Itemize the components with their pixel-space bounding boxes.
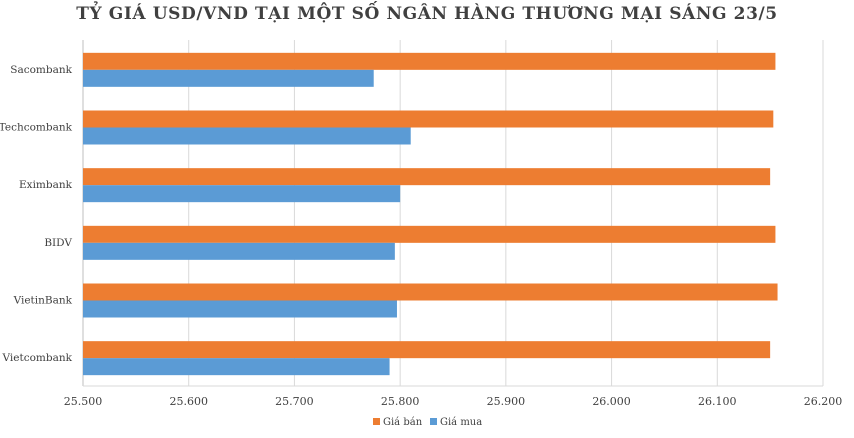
- y-category-label: VietinBank: [13, 295, 73, 307]
- x-tick-label: 25.500: [64, 395, 103, 408]
- y-category-label: Sacombank: [10, 64, 72, 76]
- bar: [83, 341, 771, 359]
- y-category-label: BIDV: [44, 237, 72, 249]
- bar: [83, 242, 395, 260]
- x-tick-label: 25.900: [487, 395, 526, 408]
- y-category-label: Techcombank: [0, 122, 73, 134]
- x-tick-label: 25.700: [275, 395, 314, 408]
- axes: 25.500 25.600 25.700 25.800 25.900 26.000 26.1…: [0, 64, 842, 408]
- bar: [83, 185, 401, 203]
- legend-swatch: [430, 418, 437, 425]
- bar: [83, 358, 390, 376]
- bar: [83, 127, 411, 145]
- bar: [83, 110, 774, 128]
- legend-label: Giá mua: [440, 417, 482, 428]
- x-tick-label: 26.200: [804, 395, 843, 408]
- x-tick-label: 25.800: [381, 395, 420, 408]
- grid-lines: [82, 40, 824, 386]
- bar: [83, 168, 771, 186]
- bar: [83, 69, 374, 87]
- bar: [83, 225, 776, 243]
- bar: [83, 300, 397, 318]
- bars: [83, 52, 778, 376]
- y-category-label: Eximbank: [19, 179, 73, 191]
- bar: [83, 52, 776, 70]
- legend: Giá bán Giá mua: [373, 417, 482, 428]
- legend-swatch: [373, 418, 380, 425]
- x-tick-label: 26.000: [592, 395, 631, 408]
- x-tick-label: 25.600: [169, 395, 208, 408]
- y-category-label: Vietcombank: [2, 352, 73, 364]
- bar: [83, 283, 778, 301]
- x-tick-label: 26.100: [698, 395, 737, 408]
- legend-label: Giá bán: [383, 417, 423, 428]
- chart-title: TỶ GIÁ USD/VND TẠI MỘT SỐ NGÂN HÀNG THƯƠ…: [76, 4, 778, 24]
